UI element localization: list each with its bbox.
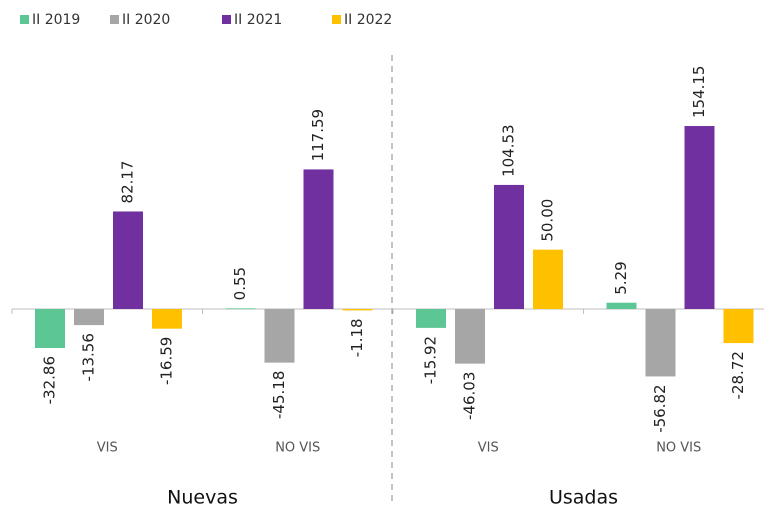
bar [35,309,65,349]
data-label: 117.59 [309,109,327,162]
bar [264,309,295,363]
data-label: -56.82 [651,384,669,432]
data-label: 5.29 [612,261,630,294]
x-tick-label: VIS [478,441,499,456]
data-label: -15.92 [422,336,440,384]
data-label: -16.59 [158,337,176,385]
x-tick-label: NO VIS [275,441,320,456]
data-label: 154.15 [690,66,708,119]
data-label: -13.56 [80,333,98,381]
bar [455,309,485,364]
bar [606,302,637,309]
legend-swatch [332,15,341,24]
data-label: 82.17 [119,161,137,204]
legend-label: II 2022 [344,12,392,28]
bar [152,309,182,329]
bar [684,126,715,309]
bar [494,184,524,309]
group-label: Nuevas [167,487,238,509]
legend-swatch [110,15,119,24]
x-tick-label: NO VIS [656,441,701,456]
bar [416,309,446,328]
data-label: 0.55 [231,267,249,300]
data-label: 50.00 [539,199,557,242]
data-label: -1.18 [348,318,366,357]
data-label: -45.18 [270,371,288,419]
bar [113,211,143,309]
bar [723,309,754,344]
group-label: Usadas [549,487,618,509]
bar [342,309,373,311]
bar [645,309,676,377]
legend-label: II 2021 [234,12,282,28]
legend-label: II 2019 [32,12,80,28]
data-label: -28.72 [729,351,747,399]
legend-swatch [20,15,29,24]
legend-swatch [222,15,231,24]
bar [303,169,334,309]
bar [225,308,256,310]
data-label: -32.86 [41,356,59,404]
data-label: -46.03 [461,372,479,420]
legend-label: II 2020 [122,12,170,28]
data-label: 104.53 [500,124,518,177]
bar [74,309,104,326]
x-tick-label: VIS [97,441,118,456]
bar [533,249,563,309]
